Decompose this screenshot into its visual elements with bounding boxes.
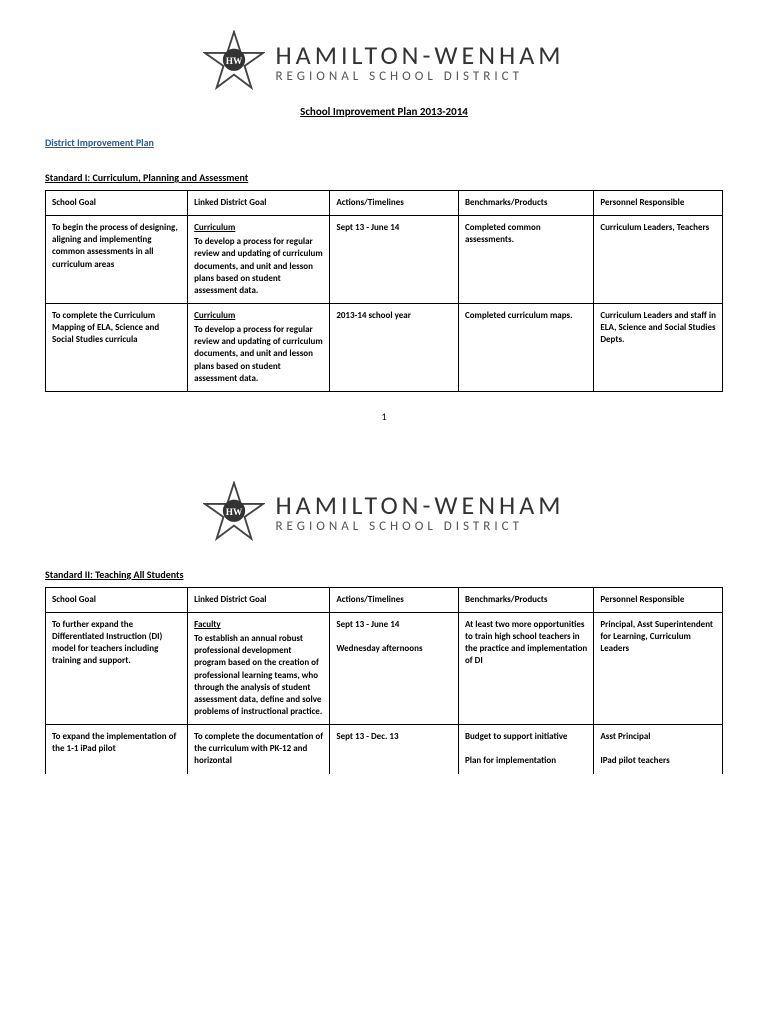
col-linked-goal: Linked District Goal: [188, 587, 330, 612]
cell-benchmarks: Completed curriculum maps.: [458, 303, 593, 391]
table-header-row: School Goal Linked District Goal Actions…: [46, 191, 723, 216]
star-logo-icon: HW: [203, 481, 265, 543]
logo-row: HW HAMILTON-WENHAM REGIONAL SCHOOL DISTR…: [203, 481, 564, 543]
header-logo-block: HW HAMILTON-WENHAM REGIONAL SCHOOL DISTR…: [45, 30, 723, 97]
cell-personnel: Curriculum Leaders and staff in ELA, Sci…: [594, 303, 723, 391]
table-row: To complete the Curriculum Mapping of EL…: [46, 303, 723, 391]
actions-line1: Sept 13 - June 14: [336, 619, 399, 630]
cell-benchmarks: Completed common assessments.: [458, 216, 593, 304]
logo-subtitle: REGIONAL SCHOOL DISTRICT: [275, 519, 564, 534]
table-row: To begin the process of designing, align…: [46, 216, 723, 304]
cell-goal: To complete the Curriculum Mapping of EL…: [46, 303, 188, 391]
cell-benchmarks: Budget to support initiative Plan for im…: [458, 725, 593, 774]
col-personnel: Personnel Responsible: [594, 191, 723, 216]
cell-goal: To expand the implementation of the 1-1 …: [46, 725, 188, 774]
col-actions: Actions/Timelines: [330, 587, 459, 612]
col-school-goal: School Goal: [46, 587, 188, 612]
col-benchmarks: Benchmarks/Products: [458, 191, 593, 216]
linked-head: Faculty: [194, 619, 323, 631]
table-row: To expand the implementation of the 1-1 …: [46, 725, 723, 774]
col-benchmarks: Benchmarks/Products: [458, 587, 593, 612]
cell-linked: To complete the documentation of the cur…: [188, 725, 330, 774]
linked-body: To develop a process for regular review …: [194, 324, 323, 384]
logo-row: HW HAMILTON-WENHAM REGIONAL SCHOOL DISTR…: [203, 30, 564, 92]
col-school-goal: School Goal: [46, 191, 188, 216]
col-personnel: Personnel Responsible: [594, 587, 723, 612]
header-logo-block: HW HAMILTON-WENHAM REGIONAL SCHOOL DISTR…: [45, 481, 723, 548]
standard-2-table: School Goal Linked District Goal Actions…: [45, 587, 723, 774]
page-2: HW HAMILTON-WENHAM REGIONAL SCHOOL DISTR…: [0, 471, 768, 794]
cell-actions: Sept 13 - Dec. 13: [330, 725, 459, 774]
linked-body: To establish an annual robust profession…: [194, 633, 322, 717]
logo-title: HAMILTON-WENHAM: [275, 39, 564, 71]
document-title: School Improvement Plan 2013-2014: [45, 105, 723, 118]
col-linked-goal: Linked District Goal: [188, 191, 330, 216]
cell-linked: Faculty To establish an annual robust pr…: [188, 612, 330, 724]
logo-text: HAMILTON-WENHAM REGIONAL SCHOOL DISTRICT: [275, 39, 564, 84]
cell-actions: Sept 13 - June 14: [330, 216, 459, 304]
district-plan-link[interactable]: District Improvement Plan: [45, 136, 154, 149]
linked-body: To complete the documentation of the cur…: [194, 731, 323, 766]
cell-personnel: Asst Principal IPad pilot teachers: [594, 725, 723, 774]
page-1: HW HAMILTON-WENHAM REGIONAL SCHOOL DISTR…: [0, 0, 768, 471]
linked-body: To develop a process for regular review …: [194, 236, 323, 296]
cell-actions: Sept 13 - June 14 Wednesday afternoons: [330, 612, 459, 724]
logo-title: HAMILTON-WENHAM: [275, 489, 564, 521]
svg-text:HW: HW: [226, 508, 243, 518]
page-number: 1: [45, 410, 723, 423]
cell-goal: To begin the process of designing, align…: [46, 216, 188, 304]
cell-personnel: Principal, Asst Superintendent for Learn…: [594, 612, 723, 724]
cell-linked: Curriculum To develop a process for regu…: [188, 216, 330, 304]
logo-subtitle: REGIONAL SCHOOL DISTRICT: [275, 69, 564, 84]
bench-line2: Plan for implementation: [465, 755, 556, 766]
cell-personnel: Curriculum Leaders, Teachers: [594, 216, 723, 304]
table-row: To further expand the Differentiated Ins…: [46, 612, 723, 724]
pers-line2: IPad pilot teachers: [600, 755, 669, 766]
bench-line1: Budget to support initiative: [465, 731, 568, 742]
linked-head: Curriculum: [194, 222, 323, 234]
pers-line1: Asst Principal: [600, 731, 650, 742]
star-logo-icon: HW: [203, 30, 265, 92]
cell-benchmarks: At least two more opportunities to train…: [458, 612, 593, 724]
linked-head: Curriculum: [194, 310, 323, 322]
col-actions: Actions/Timelines: [330, 191, 459, 216]
table-header-row: School Goal Linked District Goal Actions…: [46, 587, 723, 612]
cell-goal: To further expand the Differentiated Ins…: [46, 612, 188, 724]
svg-text:HW: HW: [226, 57, 243, 67]
cell-linked: Curriculum To develop a process for regu…: [188, 303, 330, 391]
standard-2-label: Standard II: Teaching All Students: [45, 568, 723, 581]
cell-actions: 2013-14 school year: [330, 303, 459, 391]
standard-1-table: School Goal Linked District Goal Actions…: [45, 190, 723, 392]
logo-text: HAMILTON-WENHAM REGIONAL SCHOOL DISTRICT: [275, 489, 564, 534]
standard-1-label: Standard I: Curriculum, Planning and Ass…: [45, 171, 723, 184]
actions-line2: Wednesday afternoons: [336, 643, 422, 654]
